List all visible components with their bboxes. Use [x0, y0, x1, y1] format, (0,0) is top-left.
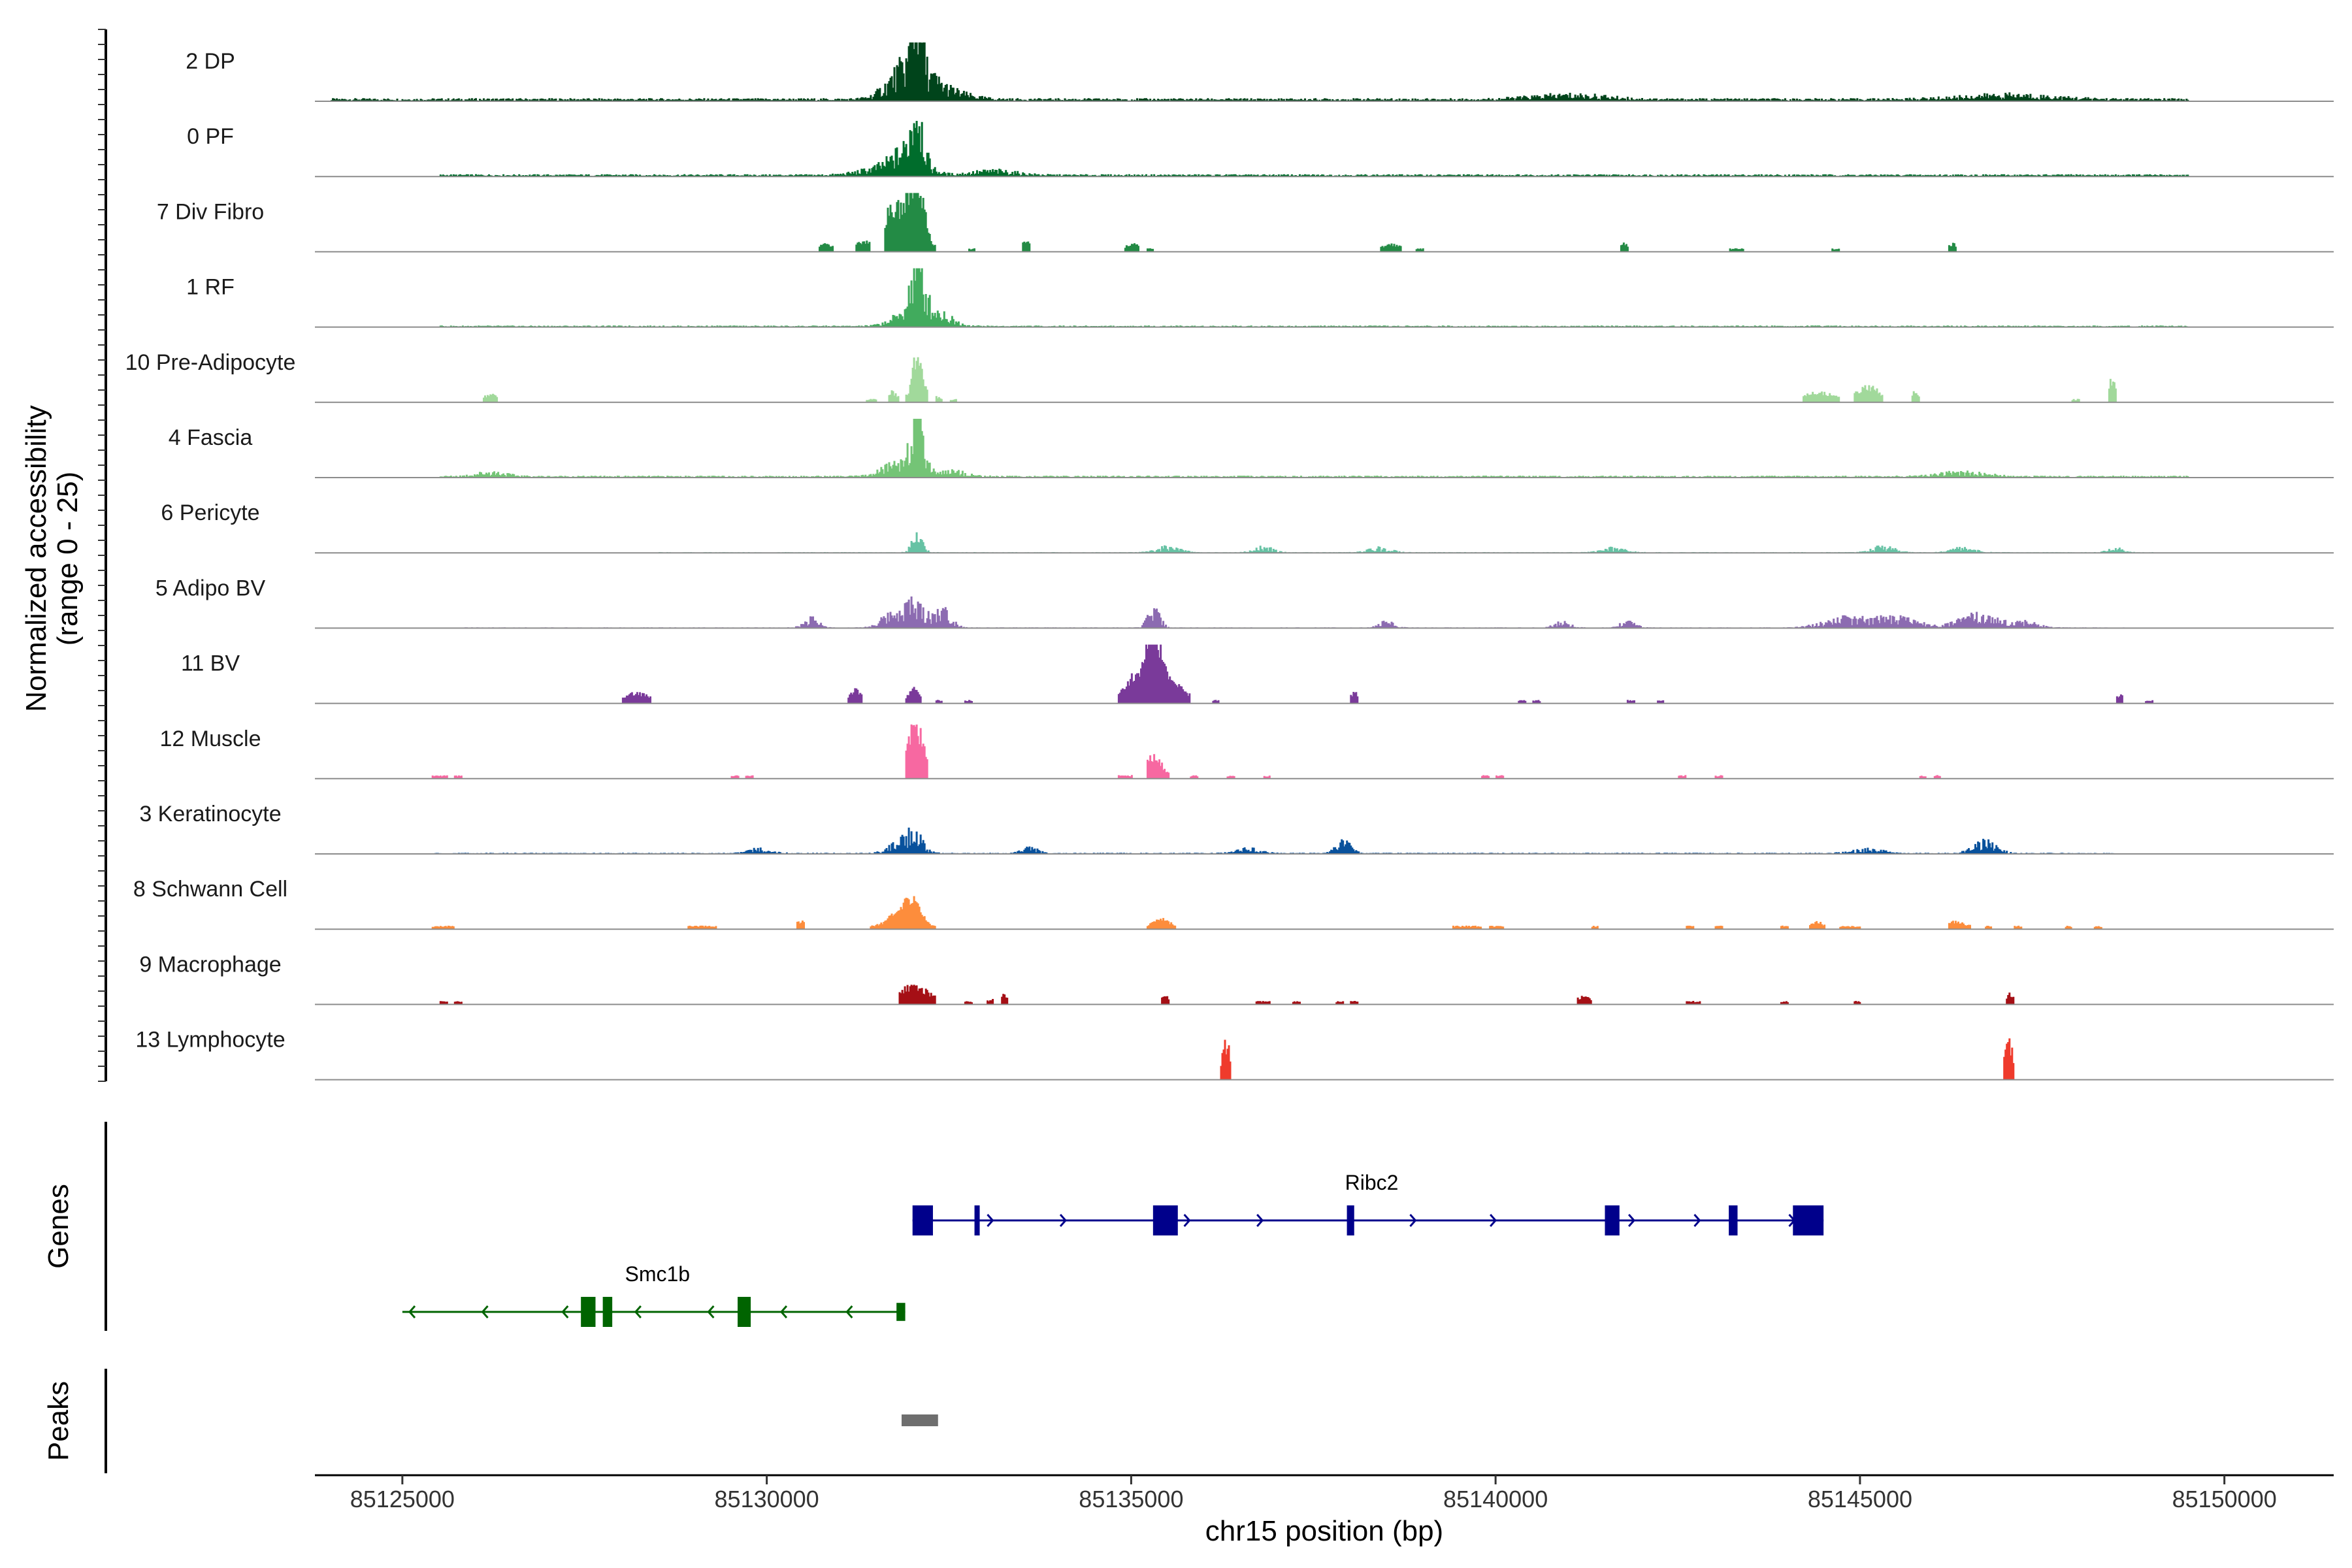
gene-label: Ribc2: [1345, 1171, 1399, 1194]
track-9: 12 Muscle: [160, 724, 2334, 779]
exon: [1347, 1205, 1354, 1235]
coverage-area: [439, 121, 2189, 177]
coverage-area: [431, 827, 2117, 854]
exon: [1605, 1205, 1620, 1235]
track-3: 1 RF: [186, 268, 2334, 328]
x-tick-label: 85125000: [350, 1486, 455, 1512]
y-axis-title-line2: (range 0 - 25): [52, 472, 84, 646]
x-tick-label: 85150000: [2172, 1486, 2277, 1512]
exon: [581, 1297, 596, 1327]
coverage-area: [439, 268, 2189, 327]
track-label: 1 RF: [186, 275, 235, 300]
coverage-area: [819, 193, 1957, 252]
coverage-area: [463, 596, 2138, 629]
exon: [912, 1205, 933, 1235]
gene-ribc2: Ribc2: [912, 1171, 1824, 1235]
exon: [1793, 1205, 1824, 1235]
peaks-panel-title: Peaks: [42, 1381, 74, 1461]
strand-arrow-icon: [707, 1305, 715, 1318]
track-label: 8 Schwann Cell: [133, 877, 287, 902]
peak-region: [901, 1414, 938, 1426]
track-8: 11 BV: [181, 644, 2334, 704]
track-label: 6 Pericyte: [161, 500, 259, 525]
exon: [1729, 1205, 1738, 1235]
strand-arrow-icon: [1627, 1214, 1636, 1227]
track-label: 13 Lymphocyte: [135, 1028, 285, 1053]
coverage-area: [439, 985, 2015, 1005]
x-axis-ticks: 85125000 85130000 85135000 85140000 85145000…: [350, 1475, 2277, 1512]
coverage-area: [331, 42, 2189, 101]
track-6: 6 Pericyte: [161, 500, 2334, 554]
track-11: 8 Schwann Cell: [133, 877, 2334, 930]
gene-smc1b: Smc1b: [402, 1262, 906, 1327]
x-tick-label: 85135000: [1079, 1486, 1183, 1512]
strand-arrow-icon: [845, 1305, 853, 1318]
gene-label: Smc1b: [625, 1262, 690, 1286]
strand-arrow-icon: [1409, 1214, 1417, 1227]
track-label: 3 Keratinocyte: [139, 802, 281, 826]
track-5: 4 Fascia: [169, 419, 2334, 478]
strand-arrow-icon: [561, 1305, 569, 1318]
track-label: 0 PF: [187, 124, 234, 149]
coverage-area: [483, 357, 2117, 402]
x-axis-title: chr15 position (bp): [1205, 1515, 1443, 1547]
y-axis-title-line1: Normalized accessibility: [20, 405, 52, 711]
peaks-track: [901, 1414, 938, 1426]
strand-arrow-icon: [1693, 1214, 1701, 1227]
x-tick-label: 85140000: [1443, 1486, 1548, 1512]
track-label: 11 BV: [181, 651, 240, 676]
strand-arrow-icon: [481, 1305, 489, 1318]
coverage-area: [659, 532, 2154, 553]
track-4: 10 Pre-Adipocyte: [125, 350, 2334, 403]
strand-arrow-icon: [779, 1305, 788, 1318]
strand-arrow-icon: [1183, 1214, 1191, 1227]
coverage-area: [1220, 1038, 2015, 1080]
exon: [738, 1297, 751, 1327]
exon: [602, 1297, 613, 1327]
coverage-area: [439, 419, 2189, 478]
track-1: 0 PF: [187, 121, 2334, 178]
track-12: 9 Macrophage: [139, 952, 2334, 1005]
exon: [1152, 1205, 1178, 1235]
coverage-area: [431, 896, 2102, 930]
strand-arrow-icon: [1256, 1214, 1264, 1227]
track-2: 7 Div Fibro: [157, 193, 2334, 253]
track-7: 5 Adipo BV: [155, 576, 2334, 629]
genes-panel-title: Genes: [42, 1184, 74, 1269]
exon: [974, 1205, 980, 1235]
strand-arrow-icon: [1059, 1214, 1067, 1227]
track-label: 7 Div Fibro: [157, 199, 264, 224]
x-tick-label: 85145000: [1808, 1486, 1912, 1512]
coverage-area: [431, 724, 1941, 779]
gene-annotation-track: Ribc2 Smc1b: [402, 1171, 1824, 1327]
exon: [896, 1303, 906, 1321]
coverage-area: [621, 644, 2154, 704]
strand-arrow-icon: [408, 1305, 416, 1318]
strand-arrow-icon: [987, 1214, 994, 1227]
track-label: 9 Macrophage: [139, 952, 281, 977]
track-10: 3 Keratinocyte: [139, 802, 2334, 855]
track-label: 10 Pre-Adipocyte: [125, 350, 296, 375]
x-tick-label: 85130000: [715, 1486, 819, 1512]
coverage-tracks: 2 DP 0 PF 7 Div Fibro 1 RF 10 Pre-Adipocyte 4…: [125, 42, 2334, 1081]
track-0: 2 DP: [186, 42, 2334, 102]
track-label: 5 Adipo BV: [155, 576, 266, 600]
track-label: 2 DP: [186, 49, 235, 74]
accessibility-axis: [98, 29, 107, 1082]
track-label: 12 Muscle: [160, 727, 261, 751]
track-13: 13 Lymphocyte: [135, 1028, 2334, 1081]
strand-arrow-icon: [634, 1305, 642, 1318]
strand-arrow-icon: [1490, 1214, 1497, 1227]
track-label: 4 Fascia: [169, 425, 253, 450]
